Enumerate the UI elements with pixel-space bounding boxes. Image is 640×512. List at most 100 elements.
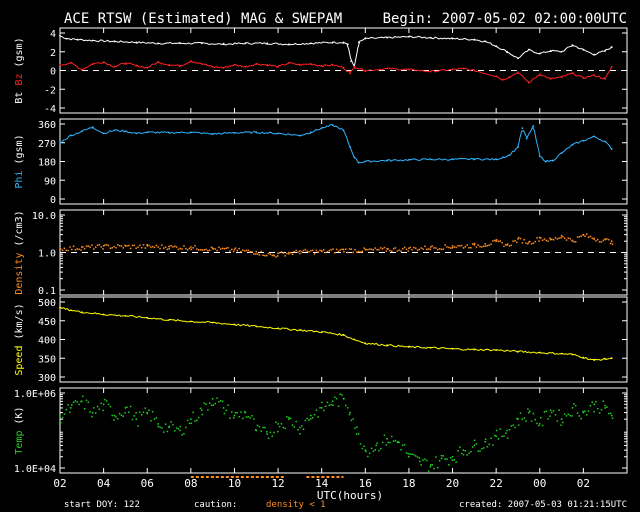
data-point (315, 249, 318, 252)
data-point (501, 435, 503, 438)
data-point (289, 252, 292, 254)
y-axis-label-part: (gsm) (14, 134, 25, 170)
data-point (208, 402, 211, 404)
y-axis-label-part: Temp (14, 431, 25, 455)
data-point (107, 403, 110, 406)
data-point (251, 251, 253, 253)
y-tick-label: 360 (38, 120, 56, 131)
data-point (345, 404, 347, 407)
data-point (289, 417, 292, 420)
data-point (562, 235, 564, 238)
data-point (124, 407, 127, 409)
data-point (589, 405, 592, 407)
data-point (266, 63, 269, 66)
data-point (521, 418, 524, 421)
data-point (440, 248, 443, 251)
data-point (243, 250, 246, 252)
y-tick-label: -2 (44, 85, 56, 96)
y-tick-label: 500 (38, 298, 56, 309)
data-point (604, 358, 607, 360)
y-tick-label: 400 (38, 336, 56, 347)
data-point (183, 432, 185, 435)
data-point (164, 423, 167, 425)
data-point (342, 248, 345, 251)
data-point (416, 456, 419, 458)
data-point (166, 430, 169, 433)
data-point (269, 253, 272, 256)
data-point (70, 62, 72, 64)
data-point (309, 131, 312, 134)
data-point (153, 418, 156, 420)
data-point (381, 247, 384, 250)
data-point (313, 413, 316, 416)
data-point (560, 424, 562, 426)
data-point (429, 246, 432, 248)
data-point (76, 401, 79, 403)
data-point (409, 246, 411, 249)
data-point (543, 238, 546, 240)
data-point (473, 242, 476, 245)
data-point (177, 428, 180, 430)
data-point (394, 439, 397, 442)
data-point (571, 143, 574, 146)
data-point (538, 351, 541, 354)
data-point (122, 247, 125, 249)
data-point (255, 325, 258, 328)
data-point (495, 239, 498, 241)
data-point (277, 430, 279, 433)
data-point (146, 66, 149, 69)
data-point (397, 440, 399, 443)
data-point (59, 306, 61, 309)
data-point (91, 244, 93, 246)
data-point (177, 248, 180, 251)
data-point (118, 412, 121, 415)
data-point (146, 131, 149, 134)
data-point (251, 415, 253, 417)
y-tick-label: 0.1 (38, 286, 56, 297)
data-point (190, 248, 193, 251)
data-point (151, 245, 154, 248)
data-point (408, 346, 410, 348)
series-line (59, 35, 613, 68)
data-point (299, 252, 301, 255)
y-tick-label: 2 (50, 48, 56, 59)
data-point (365, 450, 367, 453)
data-point (606, 406, 608, 408)
data-point (482, 447, 485, 449)
data-point (244, 65, 247, 68)
data-point (582, 139, 585, 142)
data-point (298, 329, 301, 332)
x-tick-label: 16 (359, 477, 372, 490)
data-point (549, 409, 552, 411)
data-point (346, 407, 349, 409)
data-point (386, 36, 389, 39)
panel-speed: 500 450 400 350 300 Speed (km/s) (14, 296, 628, 384)
data-point (610, 148, 613, 150)
data-point (495, 435, 498, 438)
data-point (200, 63, 203, 65)
data-point (335, 397, 338, 400)
y-tick-label: 1.0E+06 (14, 389, 56, 400)
data-point (438, 459, 441, 462)
data-point (197, 249, 200, 251)
data-point (60, 421, 62, 424)
data-point (446, 458, 448, 460)
data-point (150, 246, 152, 248)
data-point (71, 248, 73, 251)
data-point (372, 450, 375, 453)
data-point (457, 450, 459, 452)
data-point (582, 356, 585, 359)
data-point (525, 420, 527, 422)
data-point (602, 239, 605, 242)
data-point (343, 251, 345, 253)
data-point (302, 249, 305, 252)
data-point (269, 431, 272, 434)
data-point (512, 240, 514, 242)
data-point (63, 413, 66, 415)
data-point (538, 422, 541, 425)
data-point (131, 244, 134, 247)
data-point (61, 249, 64, 252)
data-point (517, 146, 519, 148)
data-point (464, 450, 467, 452)
data-point (304, 419, 307, 422)
